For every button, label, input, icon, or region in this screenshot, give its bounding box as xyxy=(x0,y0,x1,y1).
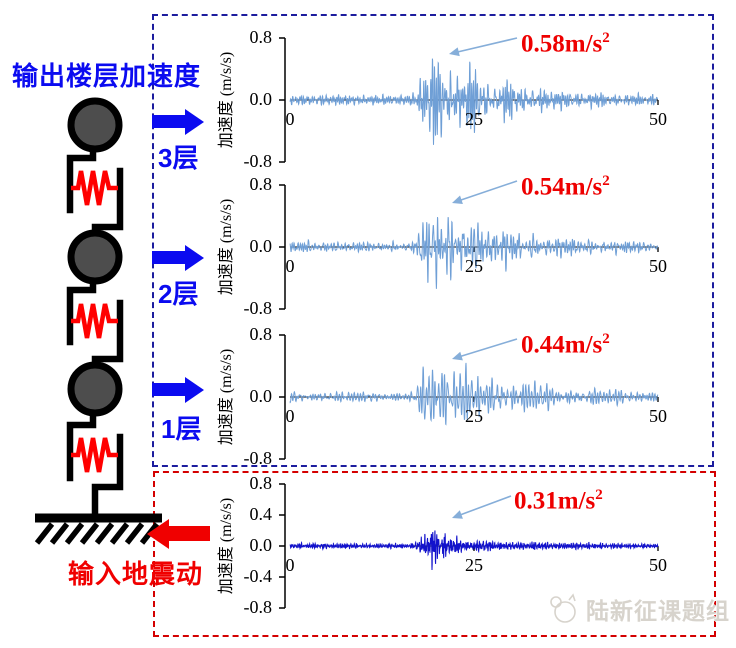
floor-1-waveform xyxy=(289,362,659,426)
floor-2-peak-value: 0.54m/s xyxy=(521,173,603,201)
spring-story1-icon xyxy=(71,437,118,473)
output-floors-dashed-box xyxy=(152,14,714,467)
floor-2-peak-pointer-arrowhead-icon xyxy=(452,195,463,205)
floor-1-peak-annotation: 0.44m/s2 xyxy=(521,325,610,359)
ground-yaxis xyxy=(279,483,286,609)
ground-peak-pointer-arrowhead-icon xyxy=(452,510,463,519)
floor2-arrow-icon xyxy=(152,251,185,264)
watermark-logo-icon xyxy=(550,593,576,623)
floor-2-peak-annotation: 0.54m/s2 xyxy=(521,167,610,201)
floor-1-peak-pointer-arrow-icon xyxy=(457,338,518,358)
mass-floor2-icon xyxy=(67,229,123,285)
floor2-label: 2层 xyxy=(158,279,199,309)
ground-ytick-label: 0.0 xyxy=(249,535,273,555)
floor1-arrow-icon xyxy=(152,383,185,396)
floor3-arrow-icon xyxy=(152,115,185,128)
ground-ytick-label: -0.8 xyxy=(243,597,273,617)
floor-1-yaxis xyxy=(279,334,286,460)
input-ground-motion-dashed-box xyxy=(153,471,716,637)
input-ground-motion-arrow-icon xyxy=(169,526,210,541)
story1-left-column xyxy=(66,409,97,482)
springs xyxy=(71,170,118,473)
floor-3-peak-annotation: 0.58m/s2 xyxy=(521,24,610,58)
ground-xtick-label: 25 xyxy=(465,555,483,575)
ground-peak-annotation: 0.31m/s2 xyxy=(514,481,603,515)
floor-2-waveform xyxy=(289,216,659,289)
floor-1-xtick-label: 25 xyxy=(465,406,483,426)
floor-3-yaxis xyxy=(279,37,286,163)
story3-left-column xyxy=(66,145,97,214)
floor-1-xtick-label: 50 xyxy=(649,406,667,426)
floor-3-peak-unit-exponent: 2 xyxy=(602,30,610,46)
floor-3-peak-value: 0.58m/s xyxy=(521,30,603,58)
mass-floor1-icon xyxy=(67,361,123,417)
floor-3-peak-pointer-arrowhead-icon xyxy=(449,47,460,57)
watermark-text: 陆新征课题组 xyxy=(586,598,730,624)
ground-xtick-label: 50 xyxy=(649,555,667,575)
floor-2-yaxis-title: 加速度 (m/s/s) xyxy=(218,198,235,296)
floor-1-ytick-label: -0.8 xyxy=(243,448,273,468)
ground-ytick-label: 0.8 xyxy=(249,473,273,493)
floor-2-peak-unit-exponent: 2 xyxy=(602,173,610,189)
floor-3-xtick-label: 0 xyxy=(285,109,295,129)
masses xyxy=(67,97,123,417)
floor-2-ytick-label: 0.0 xyxy=(249,236,273,256)
floor-1-ytick-label: 0.0 xyxy=(249,386,273,406)
floor-3-ytick-label: -0.8 xyxy=(243,151,273,171)
floor-3-ytick-label: 0.8 xyxy=(249,27,273,47)
floor-3-yaxis-title: 加速度 (m/s/s) xyxy=(218,51,235,149)
ground-peak-value: 0.31m/s xyxy=(514,487,596,515)
floor1-label: 1层 xyxy=(161,414,202,444)
floor-1-ytick-label: 0.8 xyxy=(249,324,273,344)
floor-2-xtick-label: 25 xyxy=(465,256,483,276)
floor-3-waveform xyxy=(289,58,658,145)
floor-3-xtick-label: 25 xyxy=(465,109,483,129)
story2-left-column xyxy=(66,277,97,346)
ground-peak-pointer-arrow-icon xyxy=(457,495,512,517)
floor-3-ytick-label: 0.0 xyxy=(249,89,273,109)
floor-2-yaxis xyxy=(279,184,286,310)
floor-1-peak-unit-exponent: 2 xyxy=(602,331,610,347)
floor-1-xtick-label: 0 xyxy=(285,406,295,426)
spring-story2-icon xyxy=(71,303,118,339)
mass-spring-structure-diagram xyxy=(34,97,162,545)
floor-3-xtick-label: 50 xyxy=(649,109,667,129)
ground-waveform xyxy=(289,530,659,571)
floor-1-peak-value: 0.44m/s xyxy=(521,331,603,359)
floor-2-xtick-label: 0 xyxy=(285,256,295,276)
floor-2-ytick-label: -0.8 xyxy=(243,298,273,318)
floor-2-xtick-label: 50 xyxy=(649,256,667,276)
ground-yaxis-title: 加速度 (m/s/s) xyxy=(218,497,235,595)
floor-1-peak-pointer-arrowhead-icon xyxy=(452,351,463,361)
output-floors-title: 输出楼层加速度 xyxy=(12,61,202,91)
watermark: 陆新征课题组 xyxy=(546,592,730,626)
ground-peak-unit-exponent: 2 xyxy=(595,487,603,503)
ground-ytick-label: 0.4 xyxy=(249,504,273,524)
spring-story3-icon xyxy=(71,170,118,206)
floor-3-peak-pointer-arrow-icon xyxy=(454,37,518,54)
floor-2-peak-pointer-arrow-icon xyxy=(457,180,518,202)
story1-right-column xyxy=(91,433,124,522)
floor3-label: 3层 xyxy=(158,143,199,173)
ground-xtick-label: 0 xyxy=(285,555,295,575)
input-ground-motion-label: 输入地震动 xyxy=(68,559,204,589)
ground-ytick-label: -0.4 xyxy=(243,566,273,586)
floor-2-ytick-label: 0.8 xyxy=(249,174,273,194)
mass-floor3-icon xyxy=(67,97,123,153)
floor-1-yaxis-title: 加速度 (m/s/s) xyxy=(218,348,235,446)
